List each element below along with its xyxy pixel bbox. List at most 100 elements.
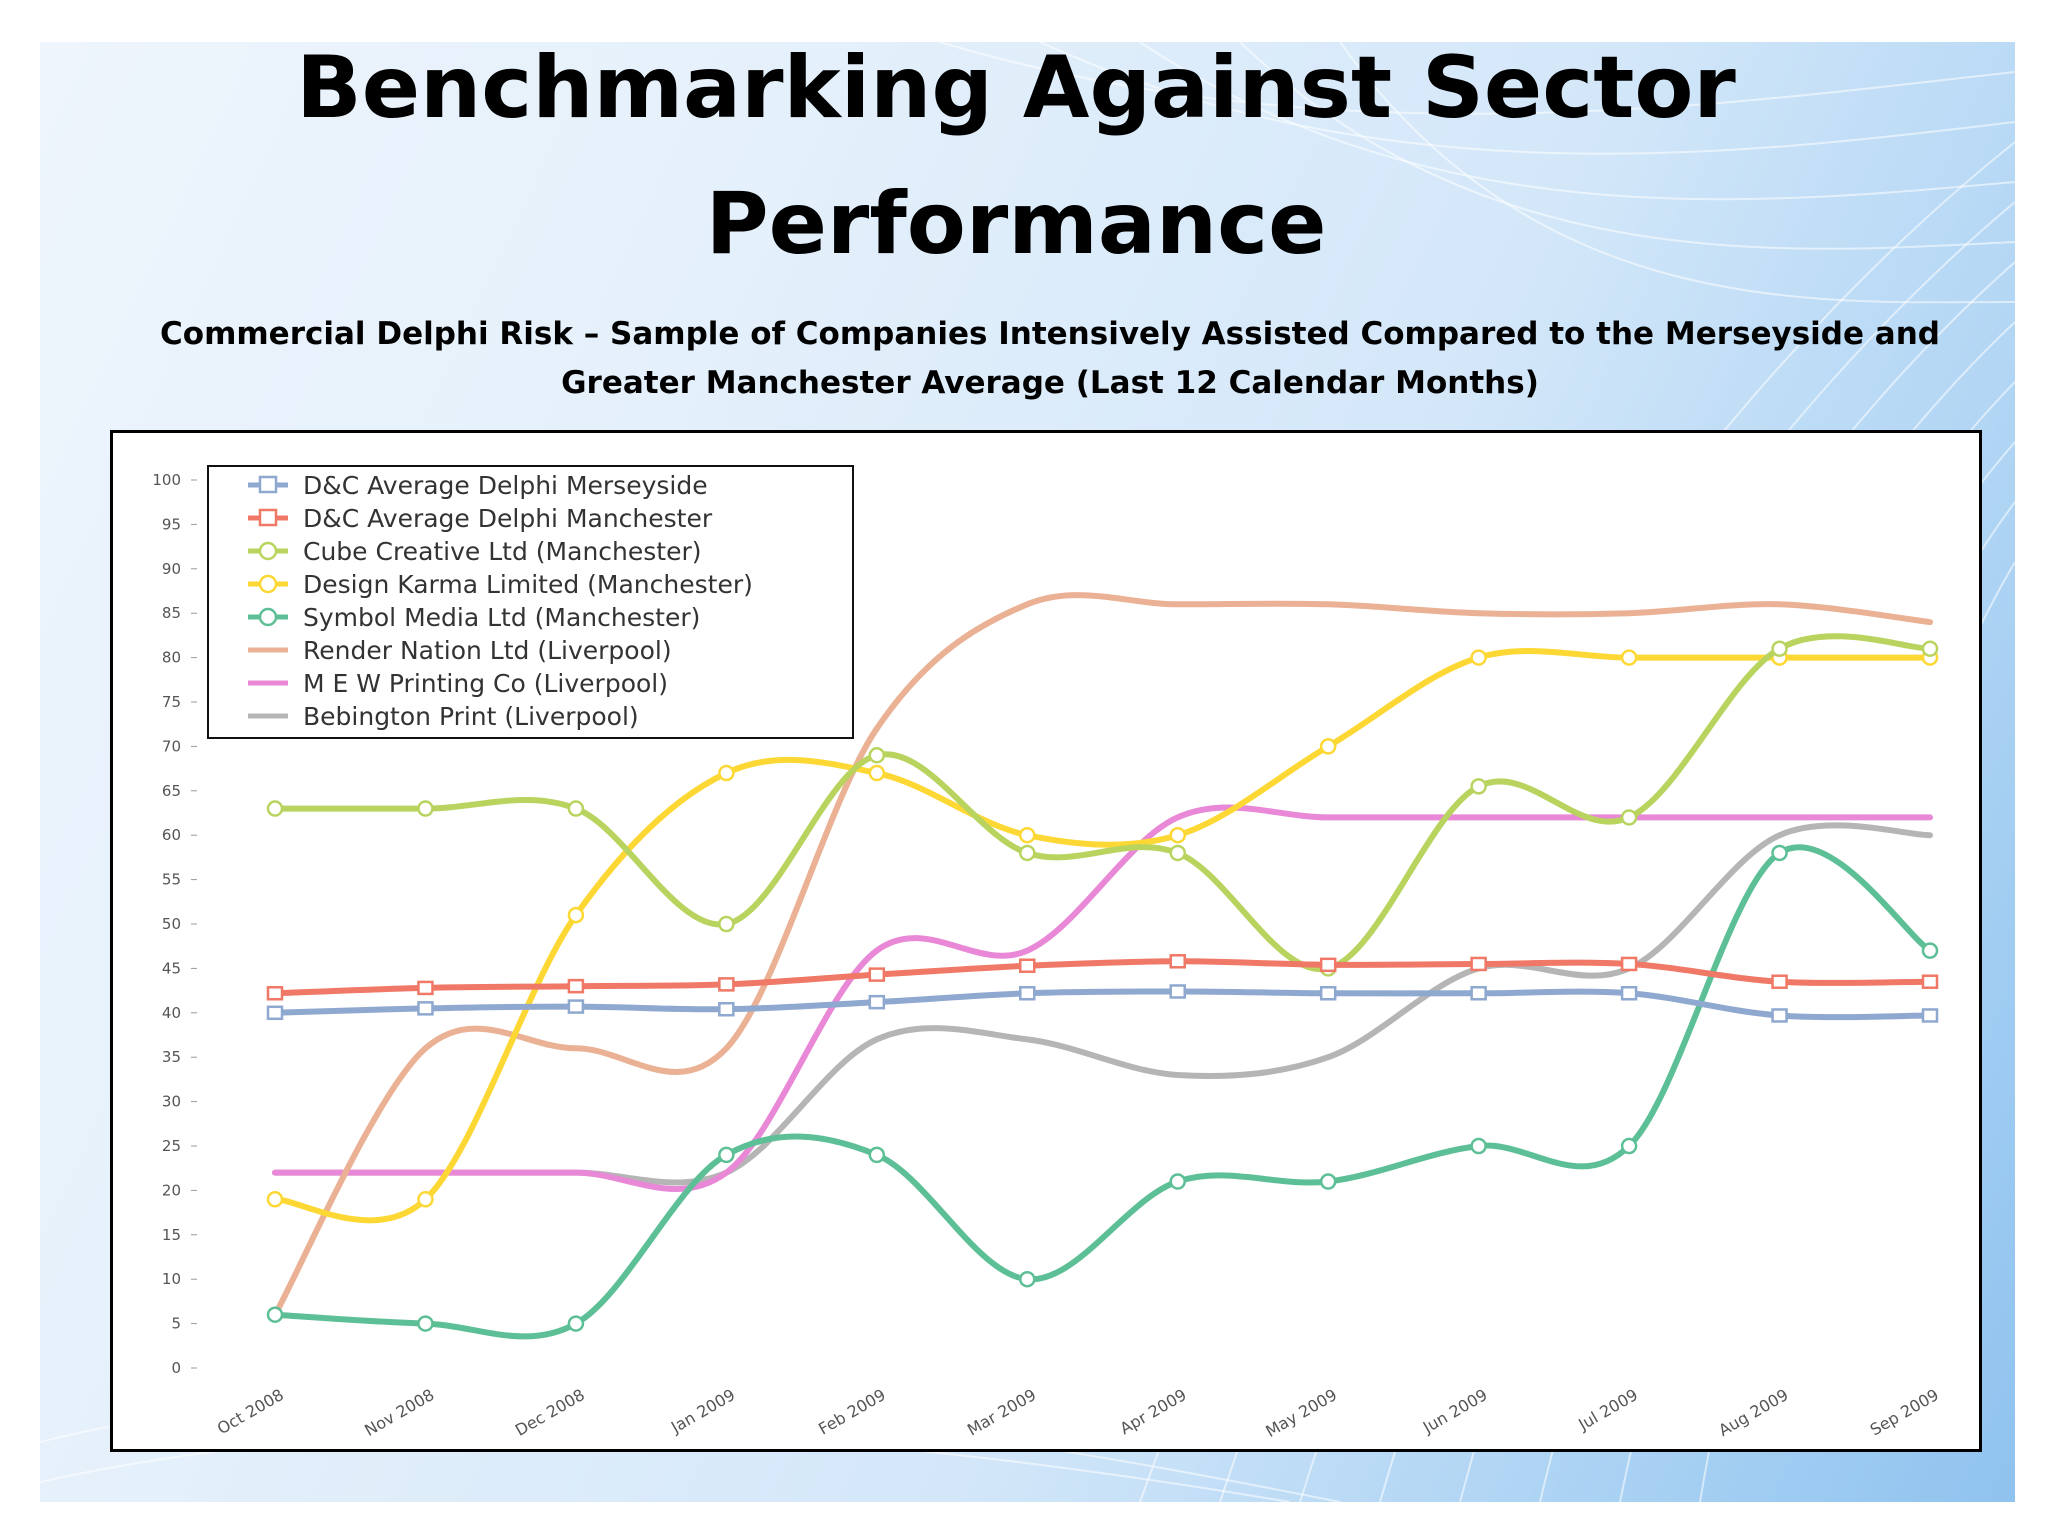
y-tick-label: 55	[162, 871, 181, 889]
legend-marker	[258, 607, 278, 627]
legend-label: Render Nation Ltd (Liverpool)	[303, 636, 672, 665]
legend-label: M E W Printing Co (Liverpool)	[303, 669, 668, 698]
data-point	[1470, 1137, 1487, 1155]
data-point	[1620, 1137, 1638, 1155]
data-point	[1169, 844, 1186, 862]
data-point	[718, 977, 735, 992]
data-point	[1470, 956, 1487, 972]
data-point	[1921, 974, 1939, 989]
data-point	[1620, 956, 1638, 972]
data-point	[718, 764, 735, 782]
legend-label: Cube Creative Ltd (Manchester)	[303, 537, 702, 566]
legend-item: Symbol Media Ltd (Manchester)	[248, 603, 700, 632]
data-point	[417, 980, 434, 996]
y-axis: 0 5 10 15 20 25 30 35 40 45 50 55 60 65 70 75 80 85 90 95 10…	[152, 471, 197, 1377]
data-point	[1019, 958, 1036, 973]
data-point	[1019, 826, 1036, 844]
data-point	[567, 1315, 585, 1332]
legend-marker	[258, 541, 278, 561]
x-tick-label: Oct 2008	[214, 1385, 287, 1438]
data-point	[868, 747, 886, 764]
data-point	[1319, 1173, 1337, 1190]
data-point	[567, 978, 585, 994]
line-chart: 0 5 10 15 20 25 30 35 40 45 50 55 60 65 70 75 80 85 90 95 10…	[152, 465, 1942, 1441]
data-point	[1019, 1270, 1036, 1288]
y-tick-label: 15	[162, 1226, 181, 1244]
legend: D&C Average Delphi Merseyside D&C Average…	[207, 465, 854, 739]
data-point	[567, 800, 585, 817]
y-tick-label: 30	[162, 1093, 181, 1111]
x-tick-label: Mar 2009	[964, 1385, 1039, 1439]
y-tick-label: 75	[162, 693, 181, 711]
y-tick-label: 100	[152, 471, 181, 489]
data-point	[1470, 778, 1487, 795]
y-tick-label: 70	[162, 737, 181, 755]
y-tick-label: 60	[162, 826, 181, 844]
data-point	[266, 1005, 284, 1021]
chart-frame: 0 5 10 15 20 25 30 35 40 45 50 55 60 65 70 75 80 85 90 95 10…	[110, 430, 1982, 1452]
data-point	[1319, 957, 1337, 973]
data-point	[868, 764, 886, 782]
y-tick-label: 80	[162, 649, 181, 667]
x-tick-label: Nov 2008	[361, 1385, 437, 1440]
series-3	[266, 633, 1939, 977]
y-tick-label: 0	[171, 1359, 181, 1377]
legend-item: D&C Average Delphi Manchester	[248, 504, 713, 533]
series-line	[272, 958, 1933, 997]
y-tick-label: 65	[162, 782, 181, 800]
data-point	[1470, 649, 1487, 666]
legend-item: Bebington Print (Liverpool)	[248, 702, 639, 731]
data-point	[567, 906, 585, 924]
legend-label: Bebington Print (Liverpool)	[303, 702, 639, 731]
data-point	[417, 800, 434, 817]
y-tick-label: 45	[162, 959, 181, 977]
data-point	[868, 994, 886, 1010]
data-point	[718, 1001, 735, 1017]
legend-marker	[258, 475, 278, 494]
y-tick-label: 90	[162, 560, 181, 578]
slide-title: Benchmarking Against Sector Performance	[296, 38, 1736, 274]
legend-label: Design Karma Limited (Manchester)	[303, 570, 753, 599]
data-point	[1169, 826, 1186, 844]
data-point	[266, 800, 284, 817]
data-point	[417, 1191, 434, 1208]
legend-item: Design Karma Limited (Manchester)	[248, 570, 753, 599]
y-tick-label: 25	[162, 1137, 181, 1155]
data-point	[266, 986, 284, 1001]
legend-item: D&C Average Delphi Merseyside	[248, 471, 708, 500]
series-2	[266, 954, 1939, 1001]
legend-label: Symbol Media Ltd (Manchester)	[303, 603, 700, 632]
y-tick-label: 40	[162, 1004, 181, 1022]
data-point	[266, 1191, 284, 1208]
legend-item: Cube Creative Ltd (Manchester)	[248, 537, 702, 566]
x-tick-label: May 2009	[1262, 1385, 1340, 1441]
data-point	[1169, 954, 1186, 969]
data-point	[1319, 738, 1337, 755]
series-line	[272, 988, 1933, 1021]
x-tick-label: Jun 2009	[1419, 1385, 1491, 1437]
y-tick-label: 50	[162, 915, 181, 933]
data-point	[417, 1315, 434, 1332]
x-tick-label: Aug 2009	[1715, 1385, 1791, 1440]
data-point	[1620, 986, 1638, 1001]
data-point	[1771, 974, 1788, 989]
x-tick-label: Dec 2008	[512, 1385, 588, 1440]
slide-subtitle: Commercial Delphi Risk – Sample of Compa…	[160, 316, 1940, 401]
series-line	[272, 844, 1933, 1340]
series-line	[272, 592, 1933, 1318]
data-point	[417, 1001, 434, 1016]
data-point	[1771, 844, 1788, 862]
series-6	[272, 592, 1933, 1318]
x-tick-label: Jan 2009	[667, 1385, 738, 1437]
x-axis: Oct 2008 Nov 2008 Dec 2008 Jan 2009 Feb 2009…	[214, 1385, 1942, 1441]
data-point	[1620, 809, 1638, 826]
legend-item: Render Nation Ltd (Liverpool)	[248, 636, 672, 665]
legend-box	[207, 465, 854, 739]
y-tick-label: 10	[162, 1270, 181, 1288]
data-point	[1771, 640, 1788, 657]
x-tick-label: Feb 2009	[815, 1385, 889, 1439]
data-point	[1019, 986, 1036, 1001]
x-tick-label: Jul 2009	[1574, 1385, 1641, 1435]
data-point	[1921, 1008, 1939, 1023]
data-point	[718, 1146, 735, 1164]
